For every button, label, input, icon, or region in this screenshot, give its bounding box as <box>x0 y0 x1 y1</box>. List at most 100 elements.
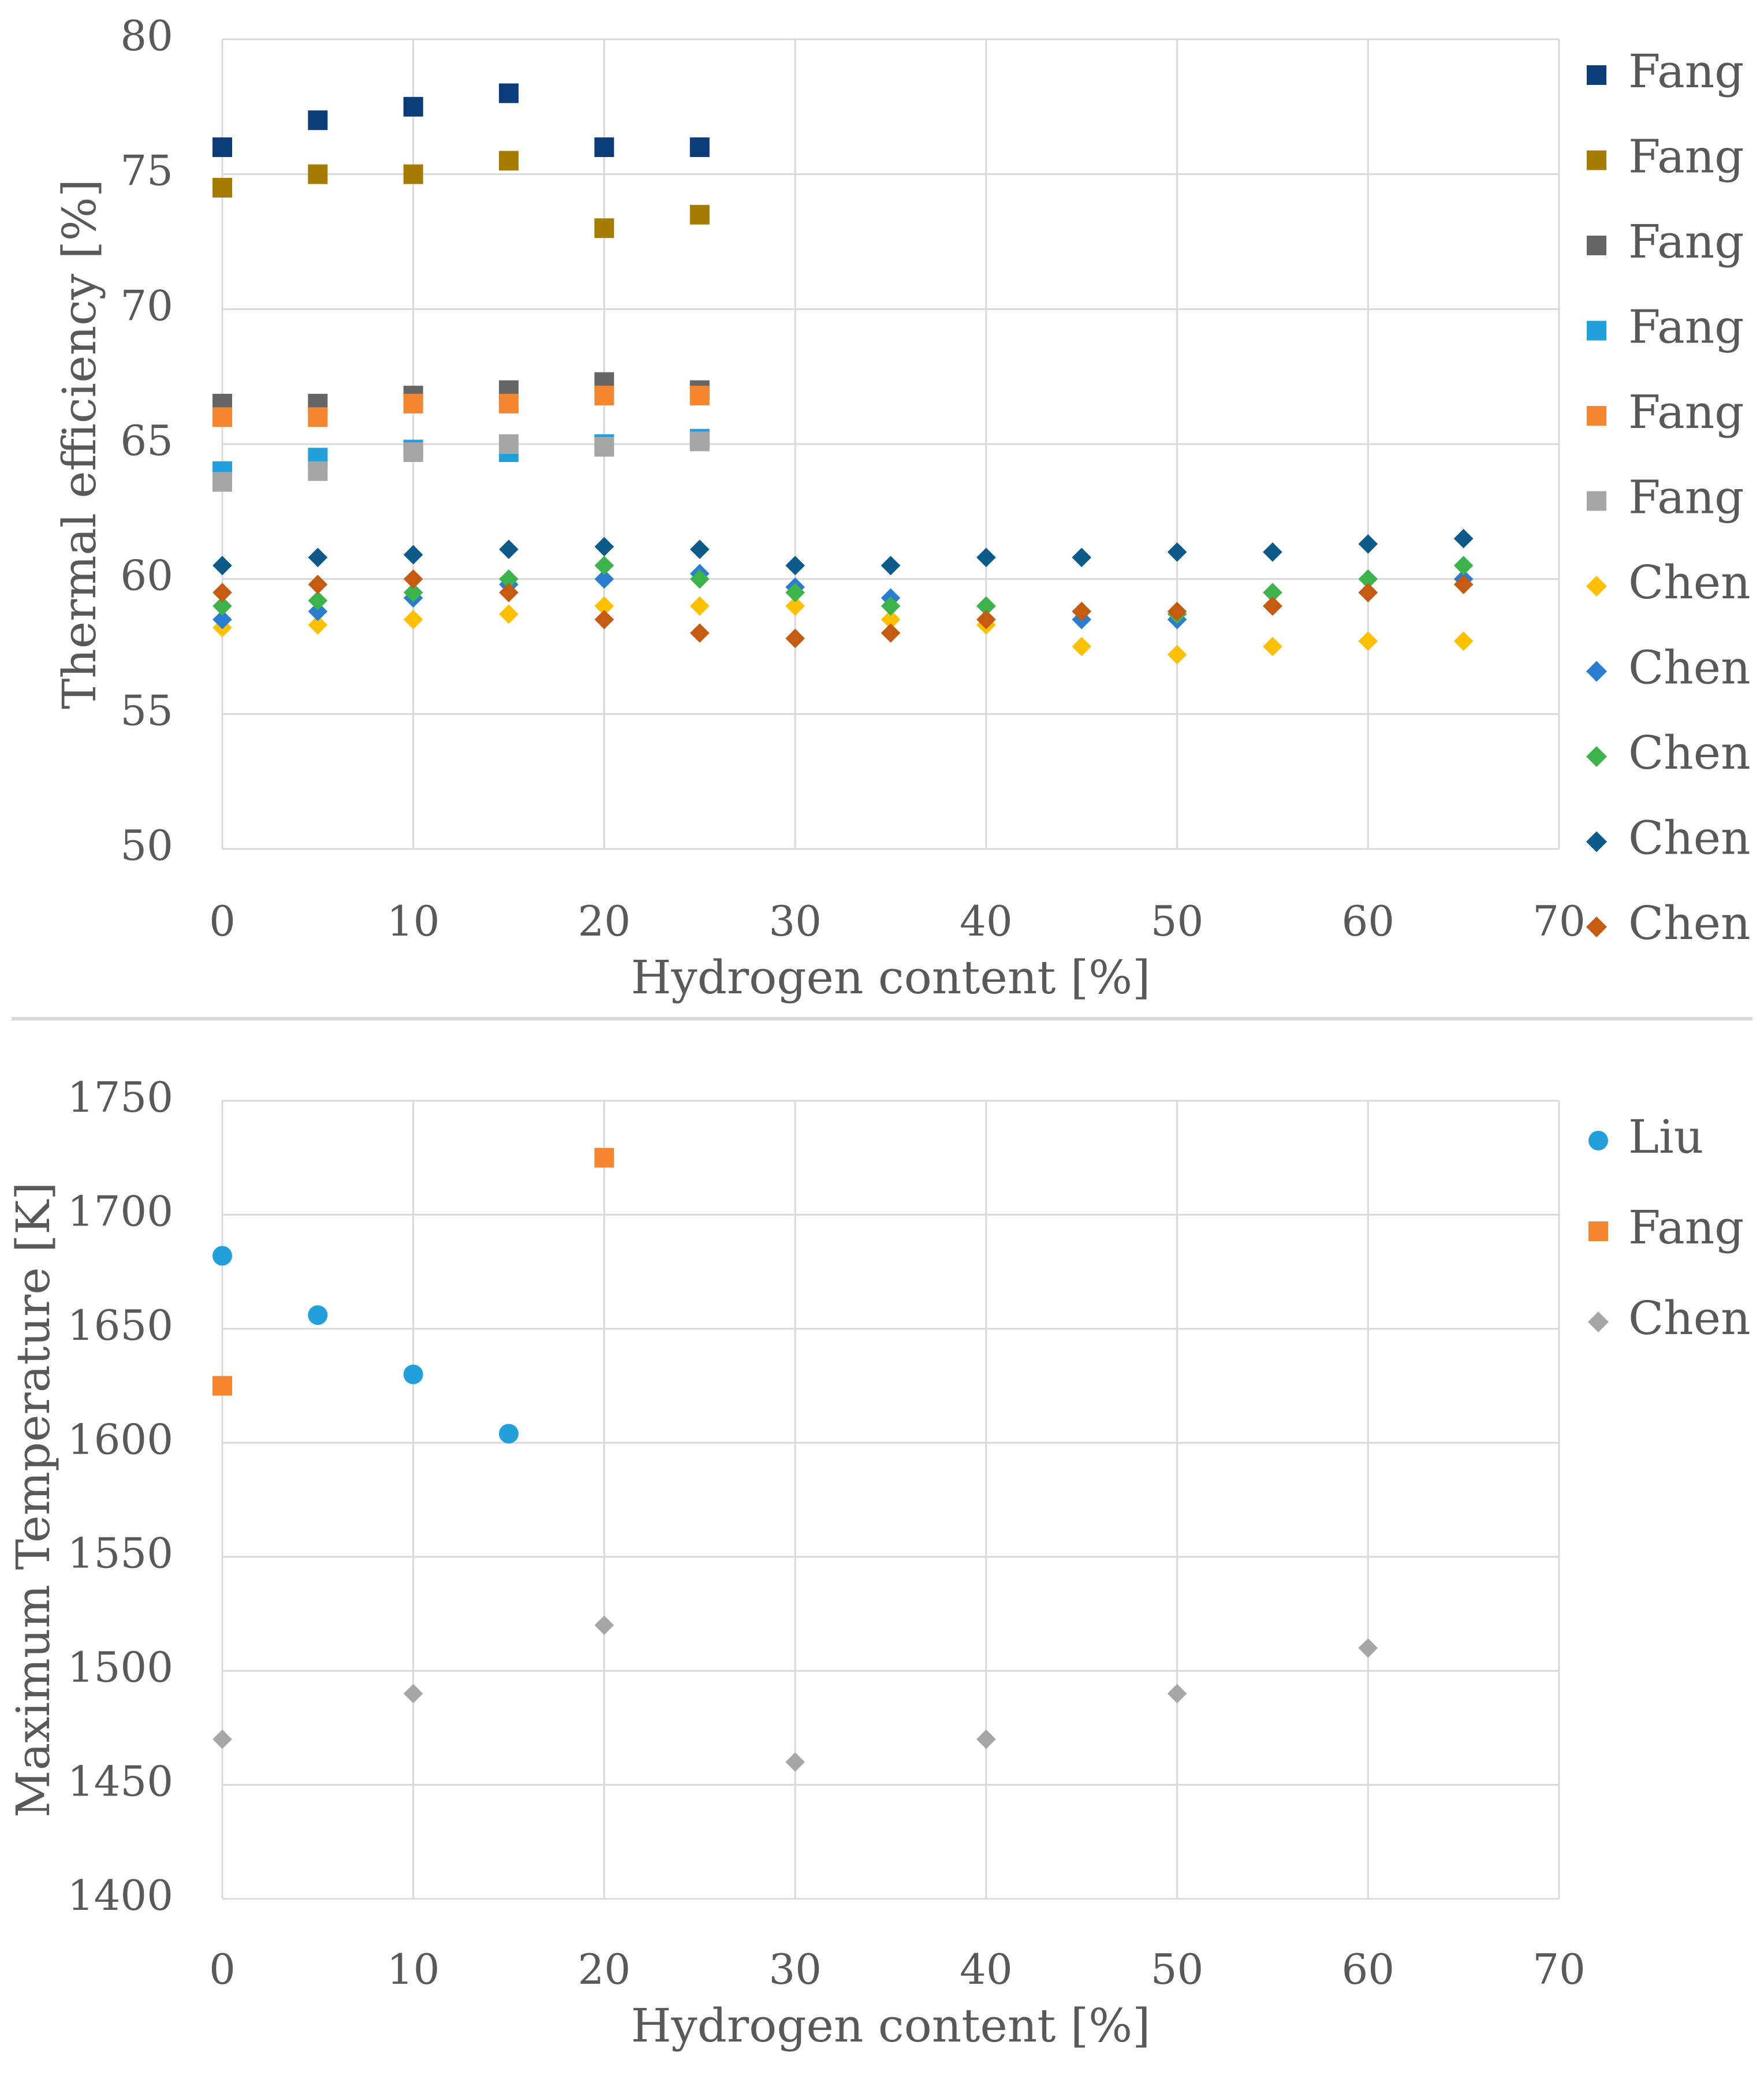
data-point <box>403 96 423 117</box>
legend-label: Fang <box>1628 130 1744 184</box>
legend-label: Fang <box>1628 385 1744 439</box>
legend-label: Liu <box>1628 1110 1703 1164</box>
data-point <box>976 609 996 629</box>
data-point <box>1358 569 1378 589</box>
data-point <box>308 601 328 621</box>
data-point <box>403 442 423 463</box>
data-point <box>881 609 901 629</box>
x-tick-label: 20 <box>578 897 631 945</box>
y-tick-label: 80 <box>120 12 173 60</box>
data-point <box>403 569 423 589</box>
x-tick-label: 10 <box>387 1945 440 1994</box>
x-tick-label: 10 <box>387 897 440 945</box>
legend-marker <box>1588 1131 1608 1150</box>
legend-label: Chen <box>1628 641 1751 695</box>
data-point <box>594 537 614 557</box>
y-tick-label: 1750 <box>68 1073 173 1122</box>
data-point <box>212 556 232 576</box>
data-point <box>976 547 996 568</box>
x-tick-label: 40 <box>960 897 1013 945</box>
data-point <box>212 609 232 629</box>
data-point <box>403 609 423 629</box>
data-point <box>499 434 519 454</box>
data-point <box>308 591 328 610</box>
legend-marker <box>1587 65 1606 85</box>
data-point <box>403 583 423 602</box>
legend-label: Chen <box>1628 896 1751 950</box>
data-point <box>1167 542 1187 562</box>
y-tick-label: 1500 <box>68 1643 173 1692</box>
legend-marker <box>1586 917 1607 937</box>
legend-label: Fang <box>1628 1201 1744 1254</box>
legend-marker <box>1586 746 1607 767</box>
legend-label: Fang <box>1628 300 1744 354</box>
y-tick-label: 1600 <box>68 1415 173 1463</box>
y-tick-label: 1400 <box>68 1871 173 1920</box>
data-point <box>689 385 710 405</box>
data-point <box>594 569 614 589</box>
data-point <box>1072 636 1092 657</box>
data-point <box>1263 596 1282 616</box>
data-point <box>689 623 710 643</box>
data-point <box>1072 601 1092 621</box>
data-point <box>1358 631 1378 651</box>
x-axis-title: Hydrogen content [%] <box>631 1999 1151 2052</box>
y-tick-labels: 1400 1450 1500 1550 1600 1650 1700 1750 <box>68 1073 173 1920</box>
grid-lines <box>221 1100 1560 1900</box>
legend-label: Fang <box>1628 471 1744 524</box>
data-point <box>212 596 232 616</box>
data-points <box>212 83 1474 665</box>
data-point <box>308 407 328 427</box>
data-point <box>1263 542 1282 562</box>
legend-label: Chen <box>1628 1291 1751 1345</box>
data-point <box>594 218 614 239</box>
data-point <box>1263 583 1282 602</box>
data-point <box>594 609 614 629</box>
data-point <box>785 556 805 576</box>
data-point <box>212 1376 232 1396</box>
data-point <box>689 596 710 616</box>
y-tick-label: 1550 <box>68 1529 173 1578</box>
legend-marker <box>1587 236 1606 255</box>
legend-label: Chen <box>1628 811 1751 865</box>
data-point <box>403 393 423 413</box>
x-tick-label: 50 <box>1151 897 1204 945</box>
legend-marker <box>1587 321 1606 341</box>
data-point <box>212 583 232 602</box>
data-point <box>1453 556 1474 576</box>
data-point <box>403 545 423 565</box>
x-tick-label: 20 <box>578 1945 631 1994</box>
legend-marker <box>1587 491 1606 511</box>
data-point <box>1453 528 1474 549</box>
data-point <box>499 569 519 589</box>
data-point <box>976 1729 996 1749</box>
data-point <box>212 472 232 492</box>
y-axis-title: Maximum Temperature [K] <box>6 1182 60 1818</box>
data-point <box>785 1752 805 1772</box>
data-point <box>499 83 519 103</box>
data-point <box>499 151 519 171</box>
data-point <box>499 604 519 624</box>
data-point <box>1358 583 1378 602</box>
legend-marker <box>1586 831 1607 852</box>
data-point <box>881 596 901 616</box>
data-point <box>308 164 328 184</box>
y-tick-label: 1450 <box>68 1757 173 1806</box>
legend-marker <box>1588 1221 1608 1241</box>
data-point <box>785 596 805 616</box>
data-point <box>594 1148 614 1168</box>
data-point <box>594 556 614 576</box>
data-points <box>212 1148 1378 1772</box>
legend-marker <box>1587 150 1606 170</box>
legend-marker <box>1586 576 1607 597</box>
x-tick-label: 60 <box>1341 897 1394 945</box>
data-point <box>1453 631 1474 651</box>
legend: Fang Fang Fang Fang Fang Fang Chen Chen Chen Chen… <box>1586 44 1751 950</box>
legend: Liu Fang Chen <box>1588 1110 1751 1345</box>
y-tick-label: 75 <box>120 147 173 195</box>
data-point <box>689 539 710 560</box>
y-tick-labels: 50 55 60 65 70 75 80 <box>120 12 173 870</box>
data-point <box>1358 1638 1378 1658</box>
